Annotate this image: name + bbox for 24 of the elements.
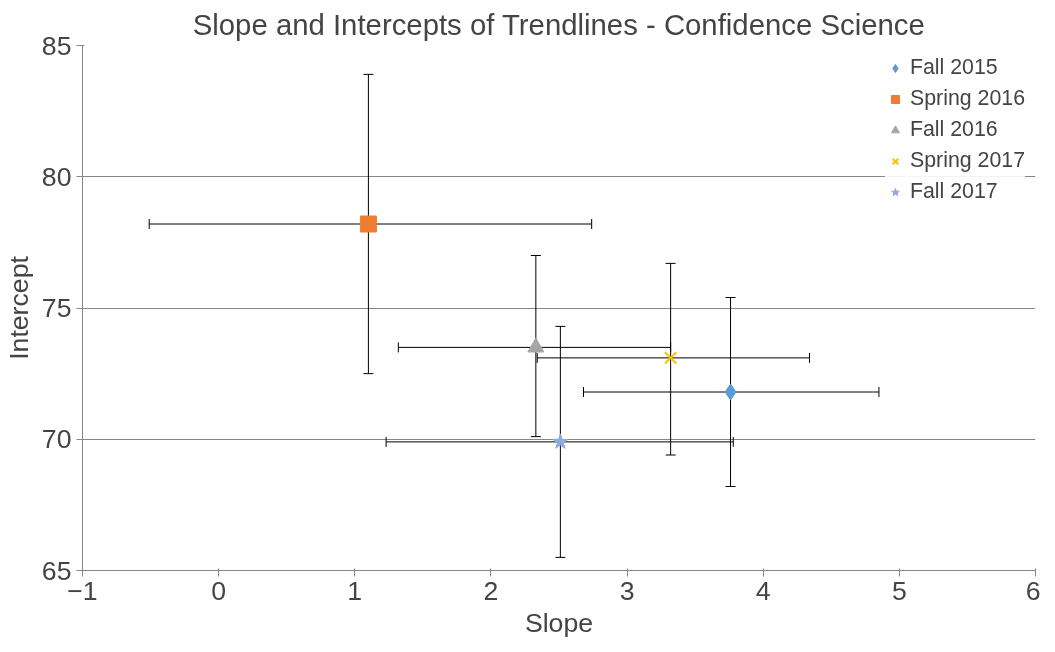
x-tick-label: 2 [483,575,499,606]
point [724,383,737,401]
x-tick-label: 6 [1025,575,1041,606]
y-tick-label: 65 [41,555,72,586]
legend-label: Fall 2017 [909,179,998,204]
point [663,351,678,365]
y-tick-label: 80 [41,161,72,192]
legend-label: Spring 2016 [909,86,1025,111]
legend-label: Fall 2016 [909,117,998,142]
x-tick-label: 4 [755,575,771,606]
x-tick-label: 5 [891,575,907,606]
y-tick-label: 85 [41,30,72,61]
legend-label: Spring 2017 [909,148,1025,173]
x-axis-title: Slope [524,607,594,638]
chart-title: Slope and Intercepts of Trendlines - Confidence Science [192,7,925,41]
point [359,215,377,233]
y-axis-title: Intercept [3,255,34,360]
x-tick-label: 3 [619,575,635,606]
y-tick-label: 75 [41,293,72,323]
legend-label: Fall 2015 [909,55,998,80]
x-tick-label: 1 [347,575,363,606]
x-tick-label: 0 [211,575,227,606]
point [552,433,569,449]
y-tick-label: 70 [41,424,72,455]
